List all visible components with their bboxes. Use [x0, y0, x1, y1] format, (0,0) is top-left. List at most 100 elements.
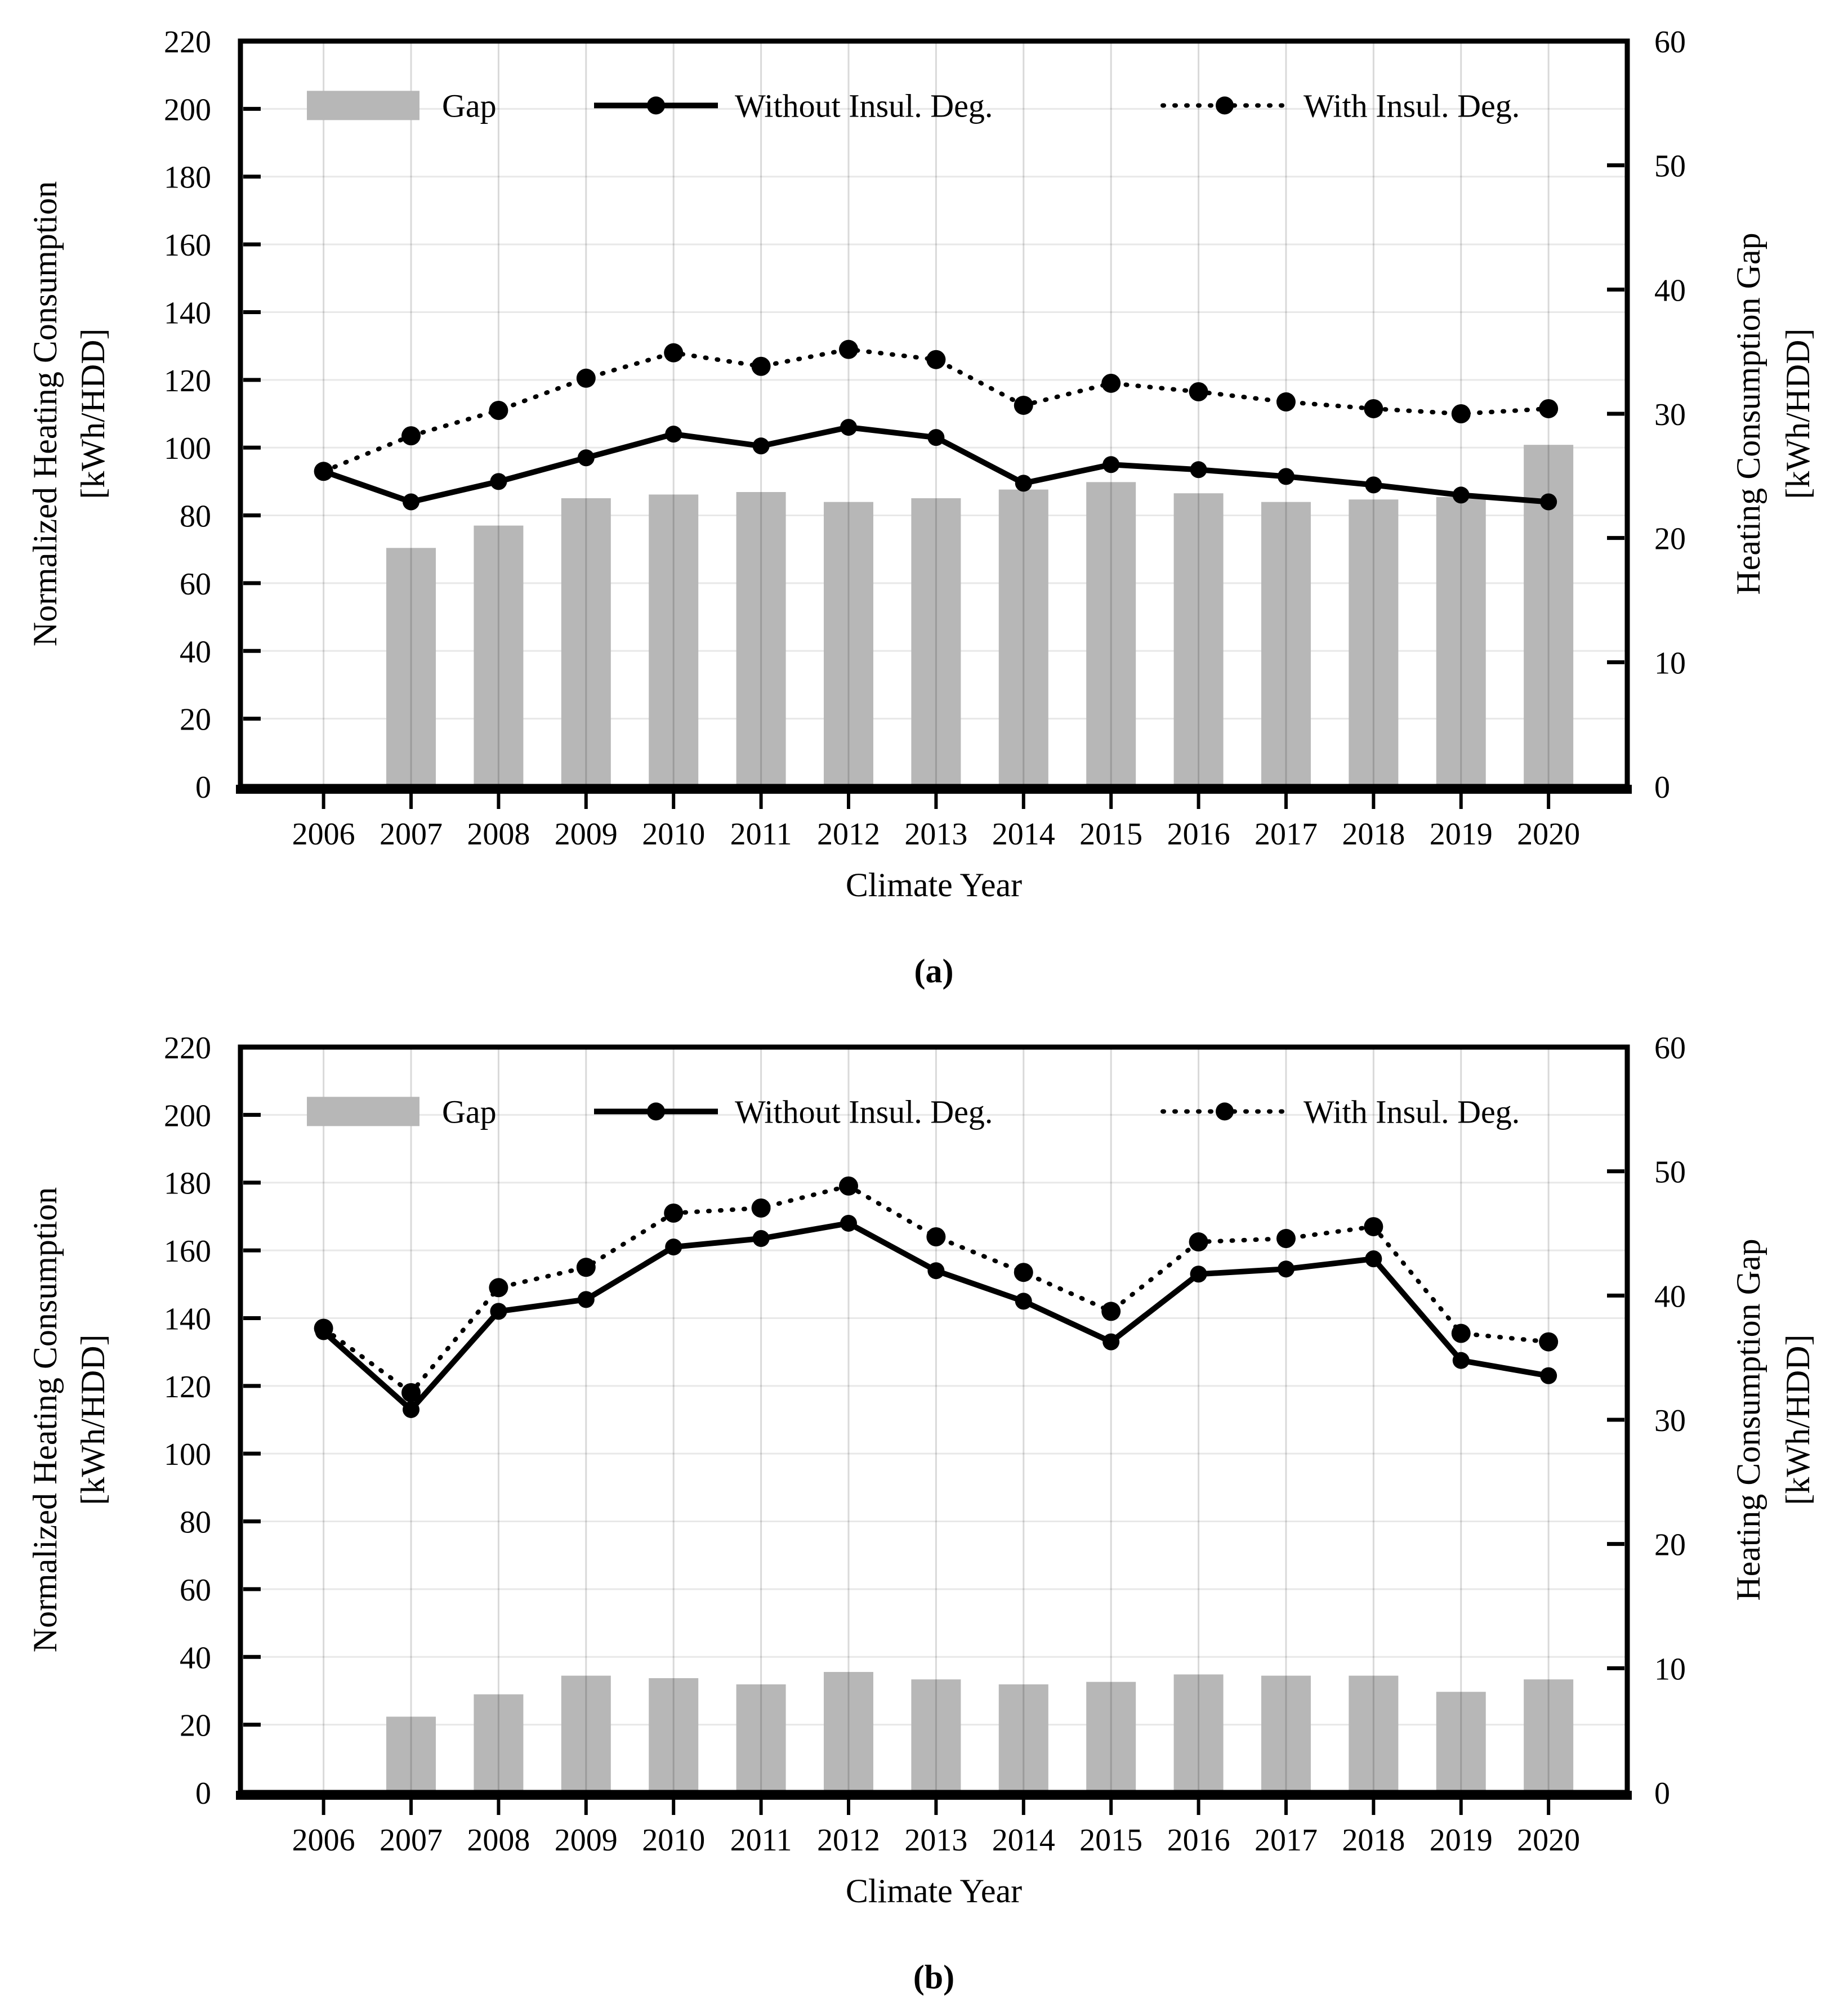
gap-bar: [561, 498, 611, 786]
gap-bar: [1173, 493, 1224, 786]
y-right-axis-units: [kWh/HDD]: [1779, 328, 1816, 499]
y-left-tick-label: 20: [180, 1709, 211, 1743]
without-insul-deg-marker: [490, 1303, 507, 1320]
x-tick-label: 2007: [380, 1823, 443, 1858]
y-right-axis-title: Heating Consumption Gap: [1730, 1239, 1767, 1600]
y-left-tick-label: 0: [195, 1776, 211, 1811]
y-right-tick-label: 20: [1654, 1528, 1686, 1563]
with-insul-deg-marker: [751, 1198, 771, 1218]
y-left-axis-title: Normalized Heating Consumption: [26, 181, 64, 647]
legend: Gap Without Insul. Deg. With Insul. Deg.: [307, 1093, 1520, 1130]
without-insul-deg-marker: [577, 1291, 595, 1308]
legend-dotted-marker: [1216, 96, 1234, 115]
x-tick-label: 2018: [1342, 817, 1405, 852]
without-insul-deg-marker: [1277, 1260, 1295, 1278]
legend-gap-label: Gap: [442, 87, 497, 124]
axis-ticks: [243, 1045, 1624, 1815]
chart-a-canvas: 0 20 40 60 80 100 120 140 160 180 200 220 0 10 20 30 40 5…: [26, 25, 1816, 990]
with-insul-deg-marker: [1451, 404, 1471, 423]
x-tick-label: 2010: [642, 1823, 705, 1858]
y-left-tick-label: 220: [164, 1031, 211, 1066]
x-tick-label: 2017: [1255, 817, 1318, 852]
legend-with-label: With Insul. Deg.: [1304, 1093, 1520, 1130]
legend: Gap Without Insul. Deg. With Insul. Deg.: [307, 87, 1520, 124]
y-right-tick-label: 60: [1654, 1031, 1686, 1066]
y-right-tick-label: 50: [1654, 149, 1686, 184]
panel-caption: (a): [914, 953, 954, 990]
x-tick-label: 2019: [1430, 1823, 1493, 1858]
with-insul-deg-marker: [1101, 1302, 1121, 1321]
y-left-tick-label: 180: [164, 1166, 211, 1201]
gap-bar: [823, 1671, 873, 1792]
panel-caption: (b): [913, 1959, 954, 1996]
y-left-tick-label: 80: [180, 499, 211, 534]
y-right-tick-label: 40: [1654, 1279, 1686, 1314]
y-left-tick-label: 60: [180, 1573, 211, 1608]
with-insul-deg-marker: [664, 343, 684, 363]
without-insul-deg-marker: [1365, 476, 1382, 494]
y-left-tick-label: 0: [195, 770, 211, 805]
y-left-tick-label: 160: [164, 1234, 211, 1269]
y-right-tick-label: 20: [1654, 522, 1686, 557]
with-insul-deg-marker: [1276, 1229, 1296, 1249]
y-left-tick-label: 40: [180, 634, 211, 669]
legend-solid-marker: [647, 96, 665, 115]
with-insul-deg-marker: [838, 1176, 858, 1196]
x-tick-label: 2007: [380, 817, 443, 852]
y-left-tick-label: 140: [164, 1302, 211, 1336]
legend-without-label: Without Insul. Deg.: [735, 87, 993, 124]
y-right-tick-label: 50: [1654, 1155, 1686, 1190]
with-insul-deg-marker: [401, 426, 421, 446]
x-tick-label: 2018: [1342, 1823, 1405, 1858]
without-insul-deg-marker: [665, 1239, 682, 1256]
gap-bars: [386, 1671, 1574, 1792]
with-insul-deg-marker: [576, 1258, 596, 1277]
y-right-tick-label: 30: [1654, 1403, 1686, 1438]
gap-bar: [386, 1716, 436, 1792]
x-tick-label: 2006: [292, 817, 355, 852]
with-insul-deg-marker: [751, 356, 771, 376]
y-left-tick-label: 200: [164, 1098, 211, 1133]
gap-bar: [1436, 497, 1486, 786]
y-left-tick-label: 140: [164, 296, 211, 330]
y-right-axis-title: Heating Consumption Gap: [1730, 233, 1767, 594]
without-insul-deg-marker: [1277, 468, 1295, 485]
legend-dotted-marker: [1216, 1102, 1234, 1121]
gap-bar: [1349, 499, 1399, 786]
without-insul-deg-marker: [1540, 1367, 1557, 1384]
gap-bars: [386, 445, 1574, 786]
without-insul-deg-marker: [403, 1401, 420, 1418]
y-right-axis-units: [kWh/HDD]: [1779, 1334, 1816, 1505]
y-left-tick-label: 220: [164, 25, 211, 60]
with-insul-deg-marker: [401, 1383, 421, 1402]
gap-bar: [561, 1675, 611, 1792]
y-left-tick-label: 20: [180, 703, 211, 737]
y-left-tick-label: 120: [164, 1370, 211, 1405]
gap-bar: [1086, 482, 1136, 786]
with-insul-deg-marker: [1014, 395, 1033, 415]
y-left-axis-title: Normalized Heating Consumption: [26, 1187, 64, 1653]
x-tick-label: 2016: [1167, 817, 1230, 852]
x-tick-label: 2014: [992, 817, 1055, 852]
gap-bar: [1173, 1674, 1224, 1792]
without-insul-deg-marker: [1540, 493, 1557, 511]
gap-bar: [474, 1694, 524, 1792]
chart-panel-b: 0 20 40 60 80 100 120 140 160 180 200 220 0 10 20 30 40 5…: [0, 1006, 1848, 2012]
x-tick-label: 2008: [467, 817, 530, 852]
horizontal-gridlines: [240, 1114, 1627, 1726]
x-tick-label: 2020: [1517, 817, 1580, 852]
without-insul-deg-marker: [840, 419, 857, 436]
with-insul-deg-marker: [1364, 1217, 1383, 1236]
x-tick-label: 2009: [555, 817, 618, 852]
with-insul-deg-marker: [1014, 1263, 1033, 1282]
gap-bar: [649, 494, 699, 786]
without-insul-deg-marker: [1015, 475, 1032, 492]
x-tick-label: 2015: [1079, 817, 1142, 852]
chart-b-canvas: 0 20 40 60 80 100 120 140 160 180 200 220 0 10 20 30 40 5…: [26, 1031, 1816, 1996]
legend-without-label: Without Insul. Deg.: [735, 1093, 993, 1130]
legend-gap-swatch: [307, 1097, 419, 1126]
y-right-tick-label: 10: [1654, 646, 1686, 681]
y-right-tick-label: 30: [1654, 397, 1686, 432]
with-insul-deg-marker: [489, 400, 508, 420]
with-insul-deg-marker: [1364, 399, 1383, 418]
